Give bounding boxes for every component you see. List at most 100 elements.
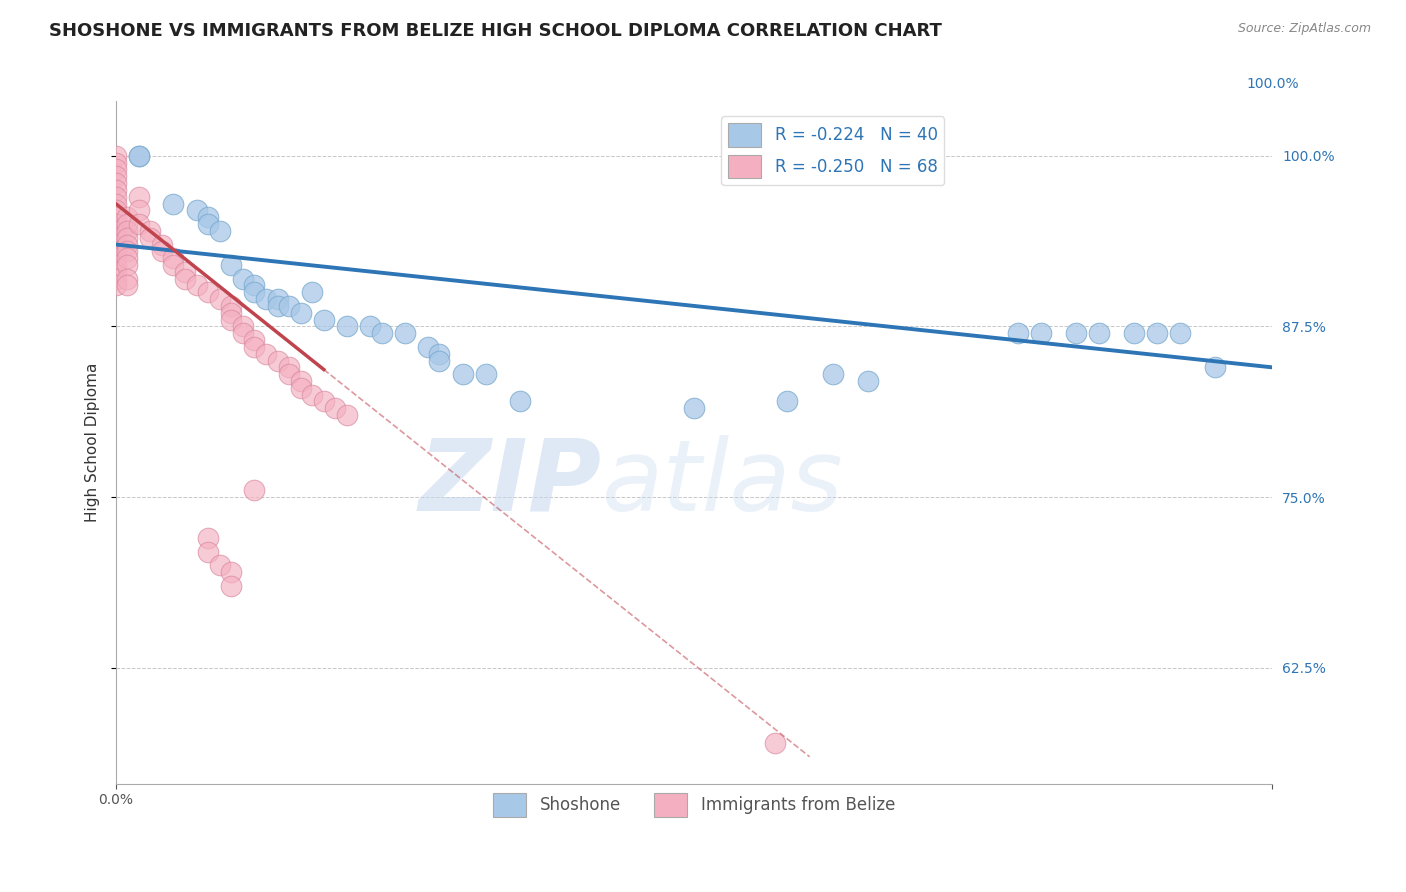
Point: [370, 326, 392, 341]
Text: SHOSHONE VS IMMIGRANTS FROM BELIZE HIGH SCHOOL DIPLOMA CORRELATION CHART: SHOSHONE VS IMMIGRANTS FROM BELIZE HIGH …: [49, 22, 942, 40]
Point: [174, 271, 197, 285]
Point: [336, 319, 359, 334]
Point: [312, 312, 335, 326]
Point: [115, 237, 138, 252]
Point: [128, 149, 150, 163]
Point: [104, 210, 127, 224]
Point: [104, 237, 127, 252]
Point: [429, 347, 451, 361]
Point: [104, 217, 127, 231]
Point: [243, 340, 266, 354]
Point: [162, 196, 184, 211]
Point: [128, 149, 150, 163]
Point: [683, 401, 706, 416]
Text: ZIP: ZIP: [419, 435, 602, 532]
Point: [301, 387, 323, 401]
Point: [232, 319, 254, 334]
Point: [254, 347, 277, 361]
Point: [197, 285, 219, 300]
Point: [821, 367, 844, 381]
Text: Source: ZipAtlas.com: Source: ZipAtlas.com: [1237, 22, 1371, 36]
Point: [150, 237, 173, 252]
Point: [139, 230, 162, 244]
Text: atlas: atlas: [602, 435, 844, 532]
Point: [208, 292, 231, 306]
Point: [208, 558, 231, 573]
Point: [128, 190, 150, 204]
Point: [104, 278, 127, 293]
Legend: Shoshone, Immigrants from Belize: Shoshone, Immigrants from Belize: [486, 786, 901, 823]
Point: [104, 230, 127, 244]
Point: [197, 531, 219, 545]
Point: [856, 374, 879, 388]
Point: [104, 265, 127, 279]
Point: [115, 210, 138, 224]
Point: [266, 292, 288, 306]
Point: [290, 374, 312, 388]
Point: [115, 217, 138, 231]
Point: [1146, 326, 1168, 341]
Point: [104, 149, 127, 163]
Point: [219, 312, 242, 326]
Point: [1204, 360, 1226, 375]
Point: [359, 319, 381, 334]
Point: [208, 224, 231, 238]
Point: [104, 271, 127, 285]
Point: [219, 306, 242, 320]
Point: [290, 306, 312, 320]
Point: [243, 278, 266, 293]
Point: [104, 162, 127, 177]
Y-axis label: High School Diploma: High School Diploma: [86, 363, 100, 522]
Point: [115, 230, 138, 244]
Point: [197, 217, 219, 231]
Point: [1168, 326, 1191, 341]
Point: [162, 251, 184, 265]
Point: [278, 299, 301, 313]
Point: [254, 292, 277, 306]
Point: [219, 565, 242, 579]
Point: [243, 333, 266, 347]
Point: [115, 251, 138, 265]
Point: [278, 360, 301, 375]
Point: [115, 271, 138, 285]
Point: [278, 367, 301, 381]
Point: [139, 224, 162, 238]
Point: [325, 401, 347, 416]
Point: [232, 326, 254, 341]
Point: [115, 258, 138, 272]
Point: [451, 367, 474, 381]
Point: [474, 367, 496, 381]
Point: [1122, 326, 1144, 341]
Point: [266, 353, 288, 368]
Point: [115, 278, 138, 293]
Point: [312, 394, 335, 409]
Point: [197, 544, 219, 558]
Point: [1007, 326, 1029, 341]
Point: [232, 271, 254, 285]
Point: [104, 251, 127, 265]
Point: [1029, 326, 1052, 341]
Point: [336, 408, 359, 422]
Point: [301, 285, 323, 300]
Point: [394, 326, 416, 341]
Point: [197, 210, 219, 224]
Point: [104, 190, 127, 204]
Point: [104, 169, 127, 184]
Point: [162, 258, 184, 272]
Point: [104, 155, 127, 169]
Point: [1088, 326, 1111, 341]
Point: [290, 381, 312, 395]
Point: [266, 299, 288, 313]
Point: [128, 217, 150, 231]
Point: [243, 483, 266, 498]
Point: [416, 340, 439, 354]
Point: [429, 353, 451, 368]
Point: [104, 196, 127, 211]
Point: [104, 258, 127, 272]
Point: [104, 183, 127, 197]
Point: [174, 265, 197, 279]
Point: [1064, 326, 1087, 341]
Point: [104, 176, 127, 190]
Point: [219, 579, 242, 593]
Point: [104, 244, 127, 259]
